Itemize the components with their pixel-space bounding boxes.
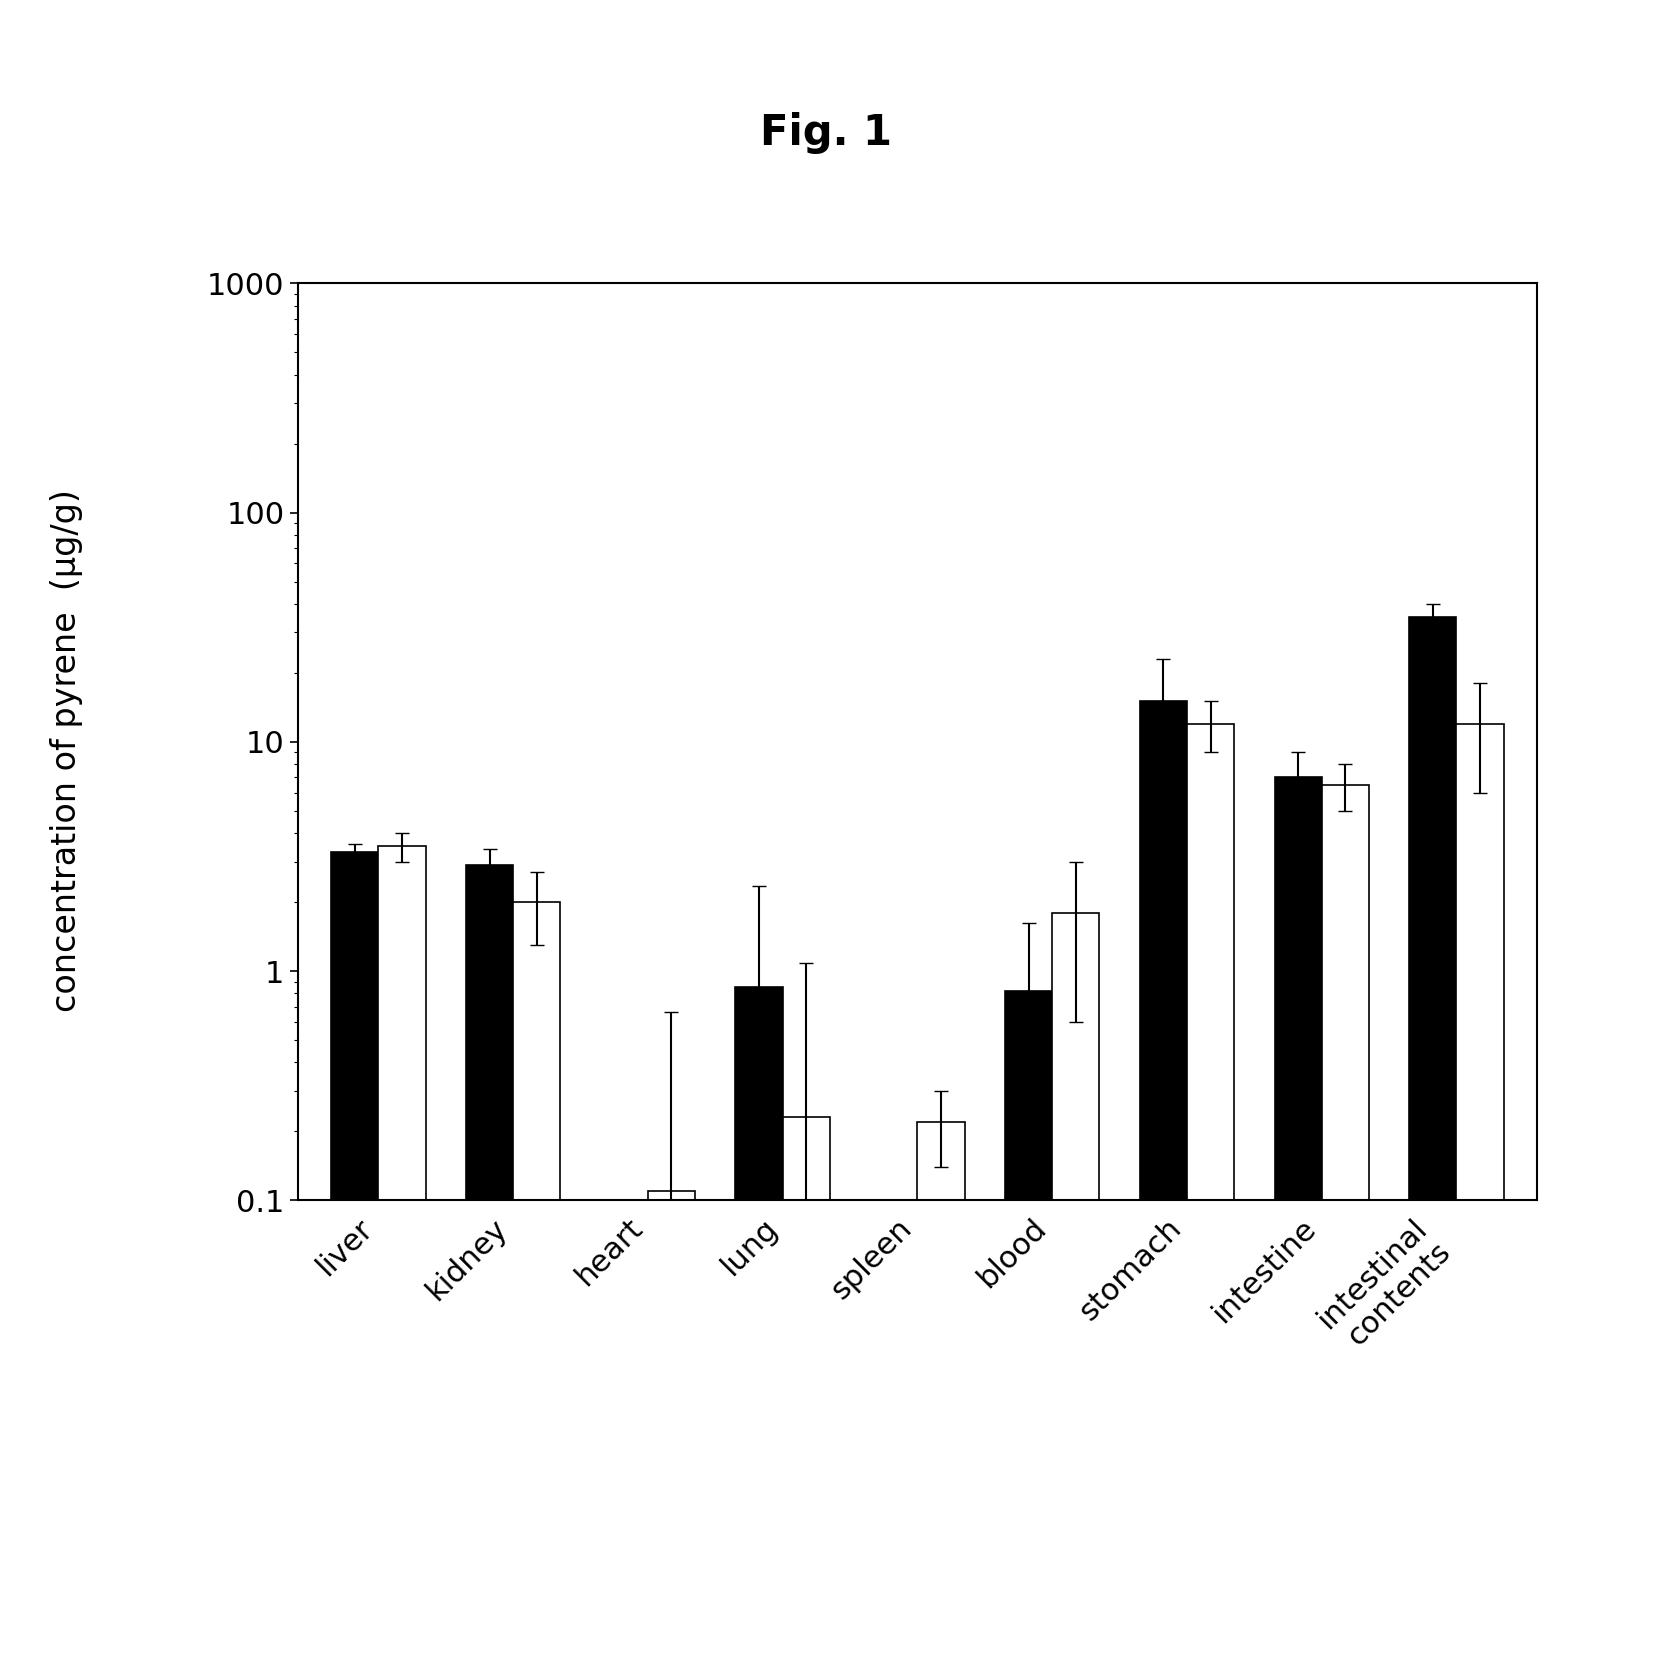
Text: concentration of pyrene  (μg/g): concentration of pyrene (μg/g) (50, 488, 83, 1012)
Bar (1456, 723, 1504, 1667)
Text: Fig. 1: Fig. 1 (760, 112, 893, 155)
Bar (379, 847, 425, 1667)
Bar (648, 1190, 694, 1667)
Bar (1005, 990, 1053, 1667)
Bar (782, 1117, 830, 1667)
Bar (1322, 785, 1369, 1667)
Bar (736, 987, 782, 1667)
Bar (1410, 617, 1456, 1667)
Bar (1141, 702, 1187, 1667)
Bar (1053, 912, 1099, 1667)
Bar (1187, 723, 1235, 1667)
Bar (512, 902, 560, 1667)
Bar (331, 852, 379, 1667)
Bar (917, 1122, 965, 1667)
Bar (1274, 777, 1322, 1667)
Bar (466, 865, 512, 1667)
